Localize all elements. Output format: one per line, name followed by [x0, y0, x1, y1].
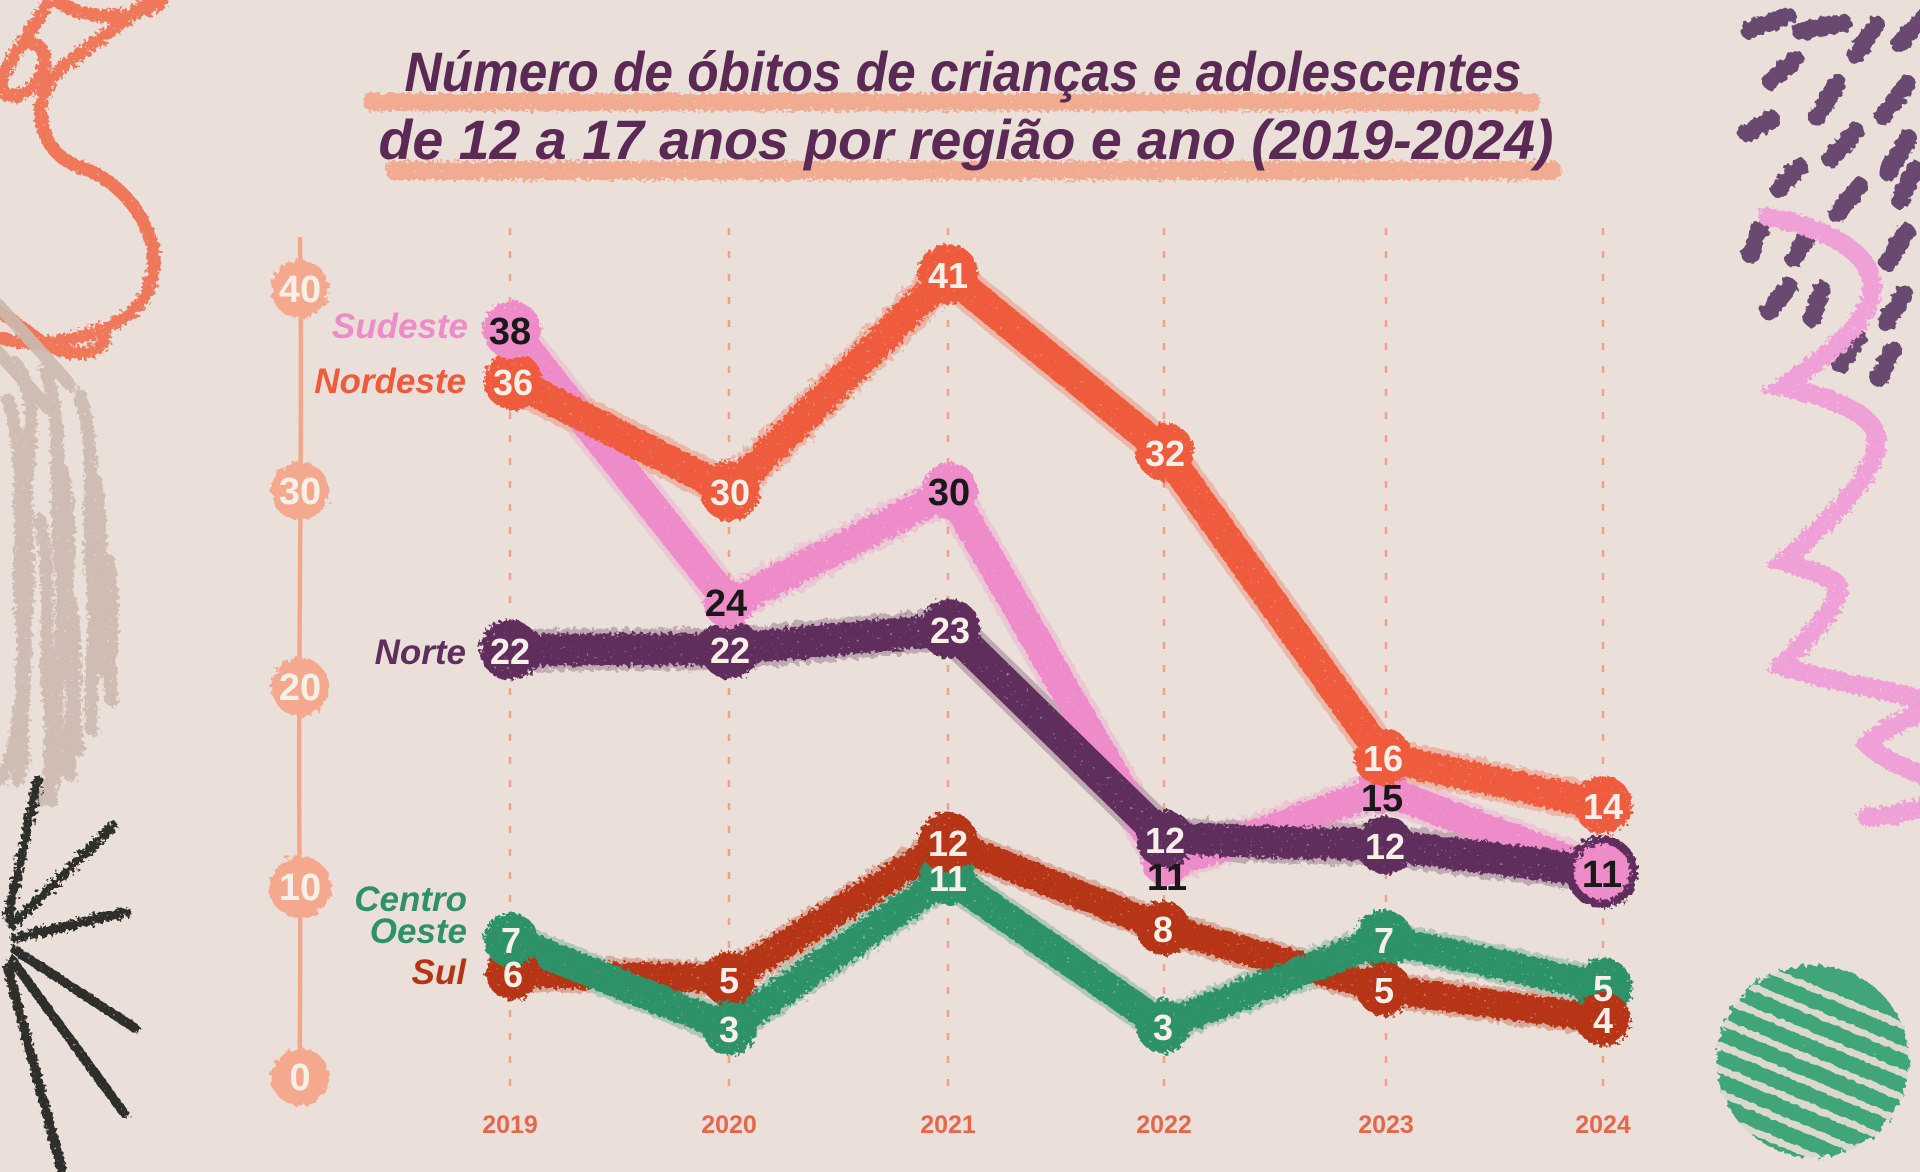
svg-text:5: 5	[719, 960, 739, 1001]
svg-text:30: 30	[279, 471, 321, 513]
svg-text:2024: 2024	[1575, 1111, 1631, 1139]
svg-text:20: 20	[279, 667, 321, 709]
svg-text:2022: 2022	[1136, 1111, 1192, 1139]
svg-text:40: 40	[279, 269, 321, 311]
svg-text:7: 7	[1374, 920, 1394, 961]
svg-text:36: 36	[493, 362, 533, 403]
svg-text:3: 3	[1153, 1007, 1173, 1048]
svg-text:22: 22	[490, 631, 530, 672]
svg-text:2019: 2019	[482, 1111, 538, 1139]
svg-text:30: 30	[710, 472, 750, 513]
svg-text:4: 4	[1593, 1000, 1613, 1041]
svg-text:Nordeste: Nordeste	[314, 362, 466, 401]
svg-text:3: 3	[719, 1009, 739, 1050]
svg-text:2020: 2020	[701, 1111, 757, 1139]
svg-text:7: 7	[501, 920, 521, 961]
svg-text:41: 41	[928, 255, 968, 296]
svg-text:14: 14	[1583, 786, 1623, 827]
svg-text:Centro: Centro	[354, 880, 467, 919]
svg-text:Número de óbitos de crianças e: Número de óbitos de crianças e adolescen…	[405, 40, 1522, 103]
svg-text:6: 6	[503, 954, 523, 995]
svg-text:15: 15	[1361, 778, 1403, 820]
svg-text:11: 11	[1582, 854, 1622, 896]
svg-text:de 12 a 17 anos por região e a: de 12 a 17 anos por região e ano (2019-2…	[379, 108, 1554, 171]
svg-text:Sudeste: Sudeste	[332, 307, 468, 346]
svg-text:2021: 2021	[920, 1111, 976, 1139]
svg-text:11: 11	[929, 858, 967, 899]
svg-text:12: 12	[928, 823, 968, 864]
svg-text:22: 22	[710, 630, 750, 671]
svg-text:10: 10	[279, 867, 321, 909]
svg-text:38: 38	[489, 311, 531, 353]
svg-text:12: 12	[1365, 826, 1405, 867]
svg-text:5: 5	[1374, 970, 1394, 1011]
svg-text:11: 11	[1147, 857, 1187, 899]
svg-text:23: 23	[930, 610, 970, 651]
svg-text:Oeste: Oeste	[370, 912, 467, 951]
svg-text:8: 8	[1153, 909, 1173, 950]
svg-text:0: 0	[289, 1057, 310, 1099]
svg-text:5: 5	[1593, 968, 1613, 1009]
svg-text:2023: 2023	[1358, 1111, 1414, 1139]
svg-text:12: 12	[1145, 820, 1185, 861]
svg-text:Norte: Norte	[375, 633, 466, 672]
svg-text:16: 16	[1363, 738, 1403, 779]
svg-text:Sul: Sul	[412, 953, 468, 992]
svg-text:30: 30	[928, 472, 970, 514]
svg-text:32: 32	[1145, 433, 1185, 474]
svg-text:24: 24	[705, 583, 747, 625]
